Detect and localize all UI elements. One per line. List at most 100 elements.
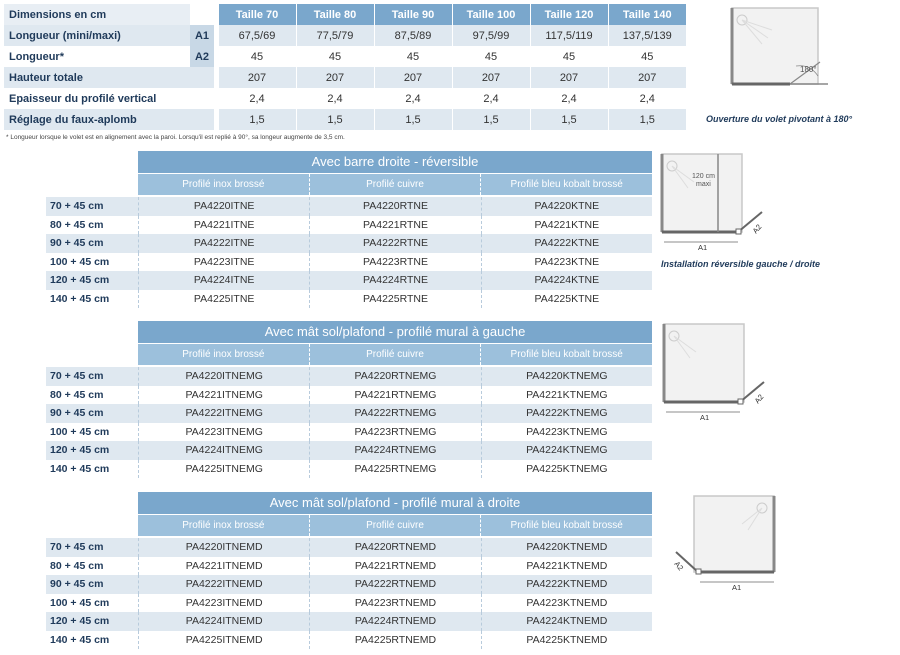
- size-label: 120 + 45 cm: [50, 444, 110, 456]
- product-code: PA4225KTNEMG: [480, 459, 652, 478]
- column-header: Profilé inox brossé: [182, 349, 265, 360]
- column-header: Profilé cuivre: [308, 515, 481, 536]
- dimension-label: Réglage du faux-aplomb: [4, 109, 190, 130]
- product-code: PA4224ITNEMG: [138, 441, 309, 460]
- product-code: PA4220RTNEMG: [309, 367, 480, 386]
- table-row: 100 + 45 cm PA4223ITNEMG PA4223RTNEMG PA422…: [46, 422, 652, 441]
- dimension-value: 1,5: [295, 109, 374, 130]
- dimension-value: 137,5/139: [607, 25, 686, 46]
- dimensions-header-label: Dimensions en cm: [4, 4, 190, 25]
- product-code: PA4221KTNEMG: [480, 385, 652, 404]
- table-row: 100 + 45 cm PA4223ITNEMD PA4223RTNEMD PA422…: [46, 593, 652, 612]
- dimension-value: 45: [529, 46, 608, 67]
- dimension-value: 207: [373, 67, 452, 88]
- section-title: Avec barre droite - réversible: [138, 151, 652, 173]
- size-label: 140 + 45 cm: [50, 633, 110, 646]
- a1-label: A1: [732, 583, 741, 592]
- section-rows: 70 + 45 cm PA4220ITNEMG PA4220RTNEMG PA4220…: [46, 367, 652, 478]
- product-code: PA4224RTNE: [309, 271, 480, 290]
- table-row: 140 + 45 cm PA4225ITNEMG PA4225RTNEMG PA422…: [46, 459, 652, 478]
- size-label: 80 + 45 cm: [50, 559, 104, 572]
- dimension-value: 2,4: [373, 88, 452, 109]
- a2-label: A2: [751, 222, 764, 235]
- dimension-value: 207: [451, 67, 530, 88]
- dimension-value: 1,5: [373, 109, 452, 130]
- dimension-value: 2,4: [217, 88, 296, 109]
- dimension-row: Hauteur totale 207 207 207 207 207 207: [4, 67, 686, 88]
- reversible-install-diagram: 120 cm maxi A1 A2: [660, 153, 764, 252]
- column-header: Profilé cuivre: [308, 344, 481, 365]
- column-header: Profilé bleu kobalt brossé: [480, 344, 652, 365]
- product-code: PA4224KTNEMG: [480, 441, 652, 460]
- a2-label: A2: [672, 560, 685, 573]
- product-code: PA4221KTNE: [480, 215, 652, 234]
- product-code: PA4223KTNEMD: [480, 593, 652, 612]
- reversible-caption: Installation réversible gauche / droite: [661, 259, 821, 269]
- pivot-caption: Ouverture du volet pivotant à 180°: [706, 114, 853, 124]
- product-code: PA4220KTNE: [480, 197, 652, 216]
- product-code: PA4224KTNE: [480, 271, 652, 290]
- size-label: 70 + 45 cm: [50, 200, 104, 212]
- product-code: PA4223ITNE: [138, 252, 309, 271]
- a1-label: A1: [698, 243, 707, 252]
- dimension-value: 77,5/79: [295, 25, 374, 46]
- product-code: PA4222ITNEMG: [138, 404, 309, 423]
- a2-label: A2: [753, 392, 766, 405]
- dimension-value: 2,4: [295, 88, 374, 109]
- dimension-value: 2,4: [529, 88, 608, 109]
- column-header: Profilé bleu kobalt brossé: [480, 174, 652, 195]
- product-code: PA4224KTNEMD: [480, 612, 652, 631]
- product-code: PA4220ITNE: [138, 197, 309, 216]
- a1-label: A1: [700, 413, 709, 422]
- dimension-value: 207: [295, 67, 374, 88]
- table-row: 90 + 45 cm PA4222ITNE PA4222RTNE PA4222KTNE: [46, 234, 652, 253]
- product-code: PA4224ITNE: [138, 271, 309, 290]
- dimension-value: 45: [295, 46, 374, 67]
- dimension-value: 45: [373, 46, 452, 67]
- product-code: PA4222RTNEMD: [309, 575, 480, 594]
- product-code: PA4225RTNE: [309, 289, 480, 308]
- product-code: PA4225KTNEMD: [480, 630, 652, 649]
- size-label: 90 + 45 cm: [50, 578, 104, 590]
- dimension-code: [190, 109, 214, 130]
- size-label: 100 + 45 cm: [50, 425, 110, 438]
- column-header: Profilé cuivre: [308, 174, 481, 195]
- size-label: 90 + 45 cm: [50, 237, 104, 249]
- right-wall-diagram: A1 A2: [672, 495, 776, 592]
- product-code: PA4221RTNEMD: [309, 556, 480, 575]
- table-row: 70 + 45 cm PA4220ITNEMG PA4220RTNEMG PA4220…: [46, 367, 652, 386]
- size-header: Taille 120: [529, 4, 608, 25]
- dimension-value: 87,5/89: [373, 25, 452, 46]
- table-row: 140 + 45 cm PA4225ITNEMD PA4225RTNEMD PA422…: [46, 630, 652, 649]
- dimension-value: 1,5: [217, 109, 296, 130]
- product-code: PA4221ITNEMG: [138, 385, 309, 404]
- size-label: 100 + 45 cm: [50, 596, 110, 609]
- section-barre-droite: Avec barre droite - réversible Profilé i…: [46, 151, 652, 311]
- table-row: 80 + 45 cm PA4221ITNE PA4221RTNE PA4221KTNE: [46, 215, 652, 234]
- product-code: PA4220KTNEMG: [480, 367, 652, 386]
- dimension-label: Longueur (mini/maxi): [4, 25, 190, 46]
- product-code: PA4222ITNE: [138, 234, 309, 253]
- product-code: PA4220ITNEMG: [138, 367, 309, 386]
- dimension-value: 45: [607, 46, 686, 67]
- dimension-value: 2,4: [451, 88, 530, 109]
- table-row: 100 + 45 cm PA4223ITNE PA4223RTNE PA4223KTN…: [46, 252, 652, 271]
- table-row: 70 + 45 cm PA4220ITNE PA4220RTNE PA4220KTNE: [46, 197, 652, 216]
- product-code: PA4221ITNEMD: [138, 556, 309, 575]
- size-label: 70 + 45 cm: [50, 370, 104, 382]
- table-row: 120 + 45 cm PA4224ITNEMG PA4224RTNEMG PA422…: [46, 441, 652, 460]
- product-code: PA4225KTNE: [480, 289, 652, 308]
- dimension-label: Longueur*: [4, 46, 190, 67]
- section-rows: 70 + 45 cm PA4220ITNE PA4220RTNE PA4220KTNE…: [46, 197, 652, 308]
- product-code: PA4221RTNEMG: [309, 385, 480, 404]
- angle-label: 180°: [800, 65, 817, 74]
- product-code: PA4221ITNE: [138, 215, 309, 234]
- product-code: PA4220ITNEMD: [138, 538, 309, 557]
- column-header: Profilé inox brossé: [182, 520, 265, 531]
- section-rows: 70 + 45 cm PA4220ITNEMD PA4220RTNEMD PA4220…: [46, 538, 652, 649]
- product-code: PA4225ITNEMG: [138, 459, 309, 478]
- table-row: 140 + 45 cm PA4225ITNE PA4225RTNE PA4225KTN…: [46, 289, 652, 308]
- size-header: Taille 90: [373, 4, 452, 25]
- table-row: 70 + 45 cm PA4220ITNEMD PA4220RTNEMD PA4220…: [46, 538, 652, 557]
- section-mat-droite: Avec mât sol/plafond - profilé mural à d…: [46, 492, 652, 652]
